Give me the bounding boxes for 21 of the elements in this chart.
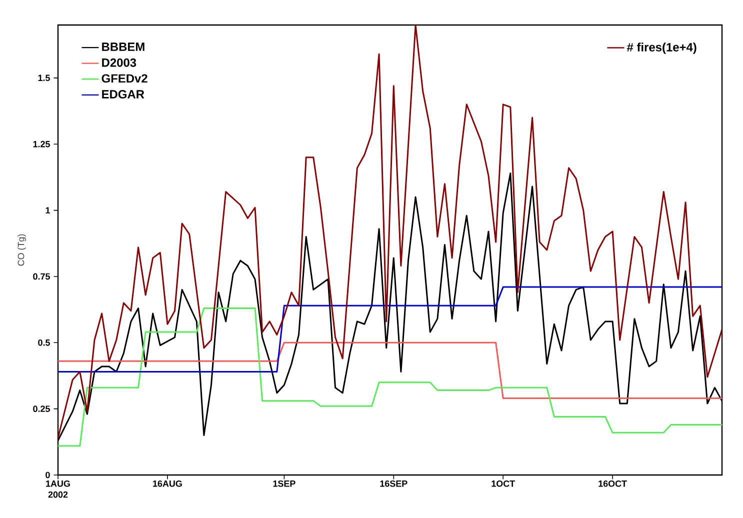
y-tick-label: 1.25	[33, 140, 50, 148]
y-tick-label: 1.5	[38, 74, 50, 82]
x-tick-label: 1OCT	[492, 480, 515, 487]
legend-label: BBBEM	[102, 42, 144, 51]
legend-label: GFEDv2	[102, 74, 148, 83]
y-tick-label: 0.25	[33, 406, 50, 412]
x-tick-label: 1SEP	[273, 480, 296, 487]
x-tick-label: 16SEP	[380, 480, 408, 487]
y-tick-label: 0.75	[33, 273, 50, 280]
y-axis-title: CO (Tg)	[18, 234, 26, 266]
legend-label: # fires(1e+4)	[627, 42, 696, 54]
line-series	[58, 307, 722, 447]
y-tick-label: 1	[46, 207, 50, 214]
legend-label: D2003	[102, 58, 136, 67]
x-tick-label: 16OCT	[598, 480, 627, 487]
y-tick-label: 0	[46, 472, 50, 478]
line-series	[58, 24, 722, 439]
x-tick-label: 16AUG	[153, 480, 182, 487]
x-tick-label: 1AUG 2002	[46, 480, 70, 498]
legend-label: EDGAR	[102, 90, 144, 98]
y-tick-label: 0.5	[38, 339, 50, 346]
